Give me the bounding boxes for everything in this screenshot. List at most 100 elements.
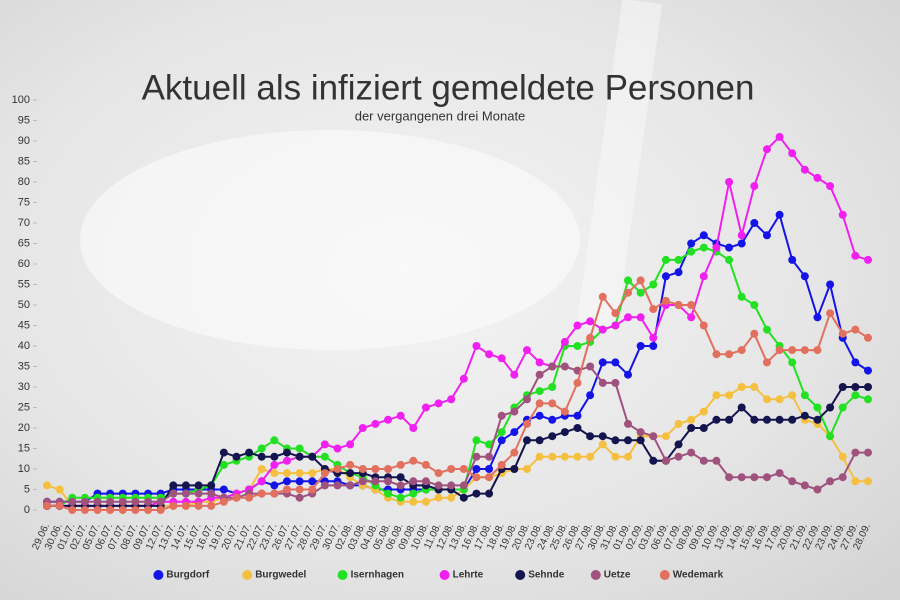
backdrop-shape [80,130,580,350]
data-point [737,292,746,301]
data-point [775,395,784,404]
data-point [851,477,860,486]
data-point [43,481,51,490]
data-point [725,391,734,400]
data-point [485,452,494,461]
data-point [826,182,835,191]
data-point [649,280,658,289]
y-tick-label: 75 [18,196,30,208]
data-point [459,481,468,490]
data-point [257,477,266,486]
data-point [750,415,759,424]
data-point [409,477,418,486]
data-point [156,497,165,506]
data-point [560,337,569,346]
data-point [586,452,595,461]
data-point [194,481,203,490]
data-point [409,497,418,506]
data-point [661,255,670,264]
y-tick-label: 5 [24,483,30,495]
data-point [295,477,304,486]
data-point [409,424,418,432]
data-point [737,473,746,482]
chart-title: Aktuell als infiziert gemeldete Personen [142,68,755,107]
legend-label: Burgwedel [255,570,306,581]
data-point [864,477,872,486]
data-point [320,440,329,449]
data-point [270,489,279,498]
data-point [459,493,468,502]
data-point [674,419,683,428]
data-point [838,473,847,482]
data-point [384,489,393,498]
data-point [320,481,329,490]
data-point [800,391,809,400]
data-point [687,448,696,457]
data-point [510,465,519,473]
data-point [737,239,746,248]
data-point [358,424,367,432]
data-point [611,452,620,461]
data-point [838,452,847,461]
data-point [800,346,809,355]
data-point [548,399,557,408]
data-point [308,452,317,461]
data-point [169,489,178,498]
data-point [725,255,734,264]
y-tick-label: 30 [18,381,30,393]
data-point [194,489,203,498]
data-point [699,272,708,281]
data-point [257,452,266,461]
data-point [800,411,809,420]
data-point [624,276,633,285]
data-point [775,469,784,478]
y-tick-label: 80 [18,176,30,188]
data-point [661,432,670,441]
data-point [687,313,696,322]
data-point [485,473,494,482]
data-point [636,436,645,445]
data-point [535,436,544,445]
data-point [55,501,64,510]
data-point [384,415,393,424]
data-point [788,477,797,486]
legend-marker [590,570,601,580]
legend-label: Uetze [604,570,631,581]
data-point [181,501,190,510]
data-point [282,477,291,486]
data-point [421,477,430,486]
data-point [346,440,355,449]
data-point [232,493,241,502]
data-point [598,358,607,367]
data-point [510,370,519,379]
data-point [687,301,696,309]
data-point [864,395,872,404]
data-point [560,428,569,437]
data-point [308,477,317,486]
data-point [522,395,531,404]
data-point [396,473,405,482]
legend-marker [515,570,526,580]
data-point [712,243,721,252]
data-point [598,325,607,334]
data-point [131,506,140,514]
data-point [687,247,696,256]
data-point [409,489,418,498]
data-point [219,448,228,457]
data-point [396,460,405,469]
data-point [624,288,633,297]
data-point [775,346,784,355]
data-point [573,411,582,420]
data-point [661,272,670,281]
data-point [510,448,519,457]
data-point [245,448,254,457]
data-point [371,477,380,486]
data-point [838,383,847,391]
y-tick-label: 50 [18,299,30,311]
data-point [573,378,582,387]
data-point [497,354,506,363]
data-point [169,501,178,510]
data-point [68,497,77,506]
chart-subtitle: der vergangenen drei Monate [355,108,526,123]
data-point [497,436,506,445]
